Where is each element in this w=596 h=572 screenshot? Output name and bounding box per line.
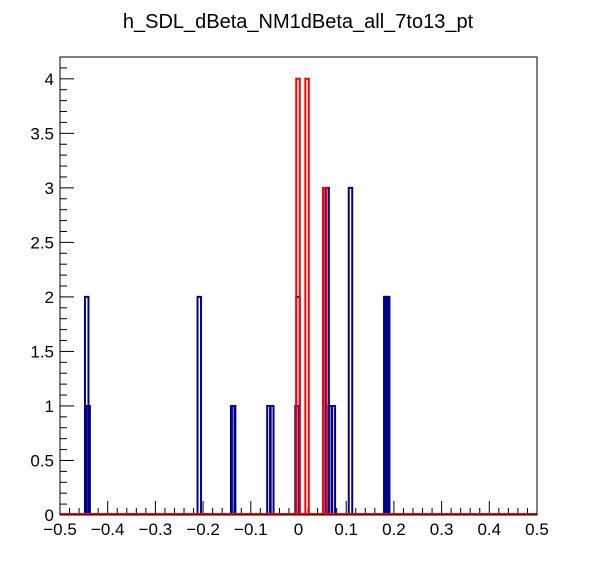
y-tick-label: 2.5: [30, 233, 54, 252]
histogram-bin-s0: [384, 295, 391, 515]
histogram-bin-s0: [196, 295, 203, 515]
histogram-bin-s0: [269, 404, 275, 515]
x-tick-label: −0.4: [91, 520, 125, 539]
plot-frame: [59, 56, 538, 516]
chart-title: h_SDL_dBeta_NM1dBeta_all_7to13_pt: [123, 11, 474, 33]
x-tick-label: −0.2: [186, 520, 220, 539]
x-tick-label: −0.5: [43, 520, 77, 539]
y-tick-label: 0.5: [30, 451, 54, 470]
x-tick-label: 0.5: [525, 520, 549, 539]
x-tick-label: 0: [294, 520, 303, 539]
y-tick-label: 2: [45, 288, 54, 307]
x-tick-label: 0.4: [477, 520, 501, 539]
x-tick-label: 0.3: [430, 520, 454, 539]
y-tick-label: 0: [45, 506, 54, 525]
histogram-bin-s0: [347, 186, 354, 515]
y-tick-label: 1.5: [30, 342, 54, 361]
histogram-bin-s1: [321, 186, 328, 515]
histogram-bars: [83, 77, 391, 515]
histogram-bin-s0: [85, 404, 91, 515]
histogram-bin-s1: [295, 77, 301, 515]
histogram-bin-s1: [304, 77, 310, 515]
x-tick-label: 0.1: [334, 520, 358, 539]
x-tick-label: −0.3: [139, 520, 173, 539]
y-tick-label: 3.5: [30, 124, 54, 143]
histogram-bin-s0: [230, 404, 237, 515]
x-tick-label: −0.1: [234, 520, 268, 539]
histogram-bin-s0: [330, 404, 337, 515]
tick-labels: −0.5 −0.4 −0.3 −0.2 −0.1 0 0.1 0.2 0.3 0.4 0.5 0 0.5…: [30, 70, 548, 539]
y-tick-label: 3: [45, 179, 54, 198]
x-tick-label: 0.2: [382, 520, 406, 539]
y-tick-label: 1: [45, 397, 54, 416]
y-tick-label: 4: [45, 70, 54, 89]
